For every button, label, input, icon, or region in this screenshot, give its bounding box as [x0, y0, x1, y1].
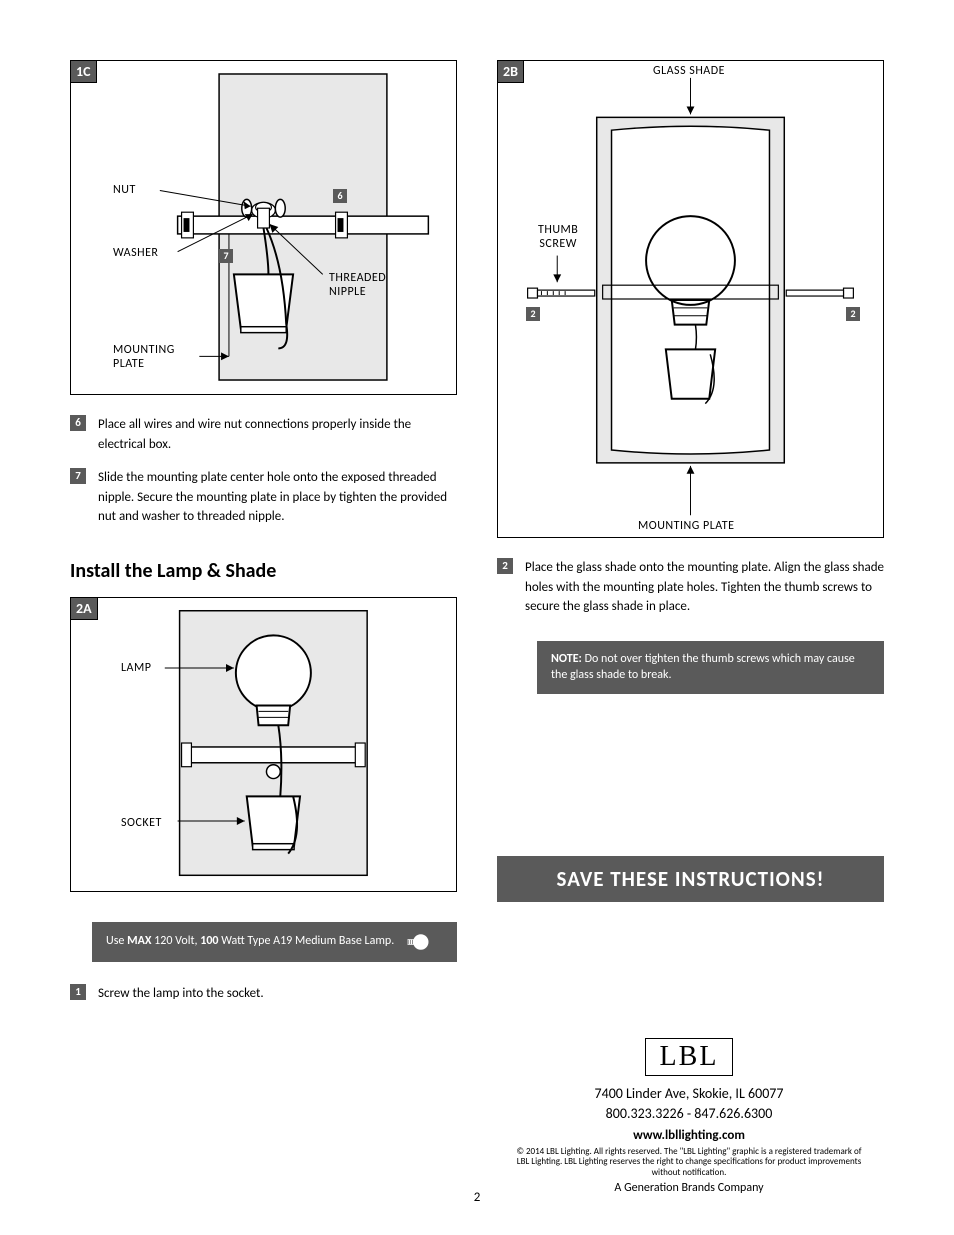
- step-text-2: Place the glass shade onto the mounting …: [525, 558, 884, 617]
- section-title-install: Install the Lamp & Shade: [70, 559, 457, 583]
- figure-1c: 1C: [70, 60, 457, 395]
- figure-2b: 2B: [497, 60, 884, 538]
- label-glass-shade: GLASS SHADE: [653, 64, 725, 78]
- save-instructions-banner: SAVE THESE INSTRUCTIONS!: [497, 856, 884, 902]
- footer-generation: A Generation Brands Company: [494, 1181, 884, 1195]
- callout-badge-7: 7: [219, 249, 233, 263]
- label-mounting-plate-2b: MOUNTING PLATE: [638, 519, 735, 533]
- lamp-spec-callout: Use MAX 120 Volt, 100 Watt Type A19 Medi…: [92, 922, 457, 962]
- label-socket: SOCKET: [121, 816, 162, 830]
- step-badge-2: 2: [497, 558, 513, 574]
- footer-address: 7400 Linder Ave, Skokie, IL 60077: [494, 1084, 884, 1104]
- footer-website: www.lbllighting.com: [494, 1128, 884, 1143]
- instruction-2: 2 Place the glass shade onto the mountin…: [497, 558, 884, 617]
- bulb-icon: [404, 932, 432, 952]
- footer-legal: © 2014 LBL Lighting. All rights reserved…: [510, 1147, 868, 1179]
- figure-badge-2b: 2B: [497, 60, 524, 83]
- instruction-6: 6 Place all wires and wire nut connectio…: [70, 415, 457, 454]
- callout-badge-2-right: 2: [846, 307, 860, 321]
- page-number: 2: [474, 1190, 481, 1205]
- label-thumb-screw: THUMB SCREW: [538, 223, 578, 251]
- lbl-logo: LBL: [645, 1038, 734, 1076]
- label-washer: WASHER: [113, 246, 158, 260]
- footer-phone: 800.323.3226 - 847.626.6300: [494, 1104, 884, 1124]
- instruction-1: 1 Screw the lamp into the socket.: [70, 984, 457, 1004]
- label-threaded-nipple: THREADED NIPPLE: [329, 271, 386, 299]
- figure-2a: 2A: [70, 597, 457, 892]
- step-text-7: Slide the mounting plate center hole ont…: [98, 468, 457, 527]
- figure-badge-2a: 2A: [70, 597, 98, 620]
- callout-badge-2-left: 2: [526, 307, 540, 321]
- right-column: 2B: [497, 60, 884, 1017]
- step-text-1: Screw the lamp into the socket.: [98, 984, 264, 1004]
- lamp-spec-text: Use MAX 120 Volt, 100 Watt Type A19 Medi…: [106, 933, 394, 950]
- label-nut: NUT: [113, 183, 136, 197]
- step-badge-1: 1: [70, 984, 86, 1000]
- step-badge-7: 7: [70, 468, 86, 484]
- step-text-6: Place all wires and wire nut connections…: [98, 415, 457, 454]
- footer: LBL 7400 Linder Ave, Skokie, IL 60077 80…: [494, 1038, 884, 1195]
- instruction-7: 7 Slide the mounting plate center hole o…: [70, 468, 457, 527]
- callout-badge-6: 6: [333, 189, 347, 203]
- figure-2a-svg: [71, 598, 456, 891]
- note-callout: NOTE: Do not over tighten the thumb scre…: [537, 641, 884, 695]
- figure-2b-svg: [498, 61, 883, 537]
- note-text: NOTE: Do not over tighten the thumb scre…: [551, 651, 870, 685]
- label-mounting-plate: MOUNTING PLATE: [113, 343, 175, 371]
- step-badge-6: 6: [70, 415, 86, 431]
- figure-badge-1c: 1C: [70, 60, 97, 83]
- label-lamp: LAMP: [121, 661, 151, 675]
- left-column: 1C: [70, 60, 457, 1017]
